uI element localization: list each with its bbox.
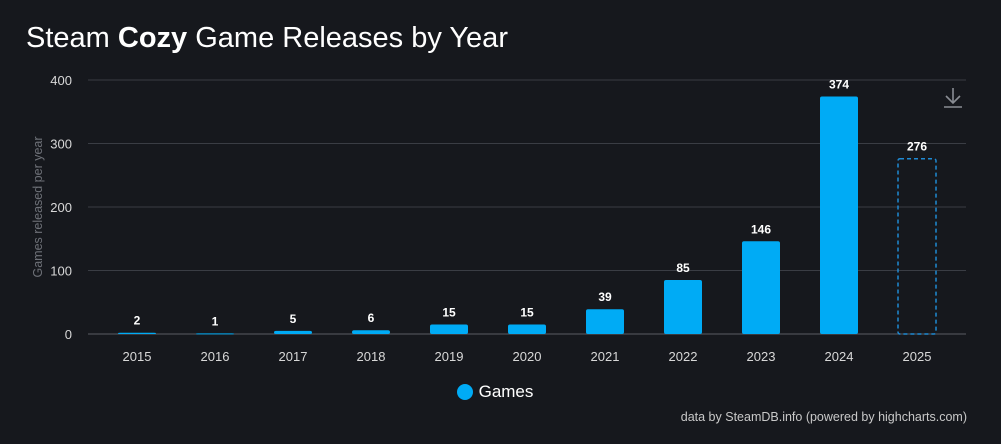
bar	[352, 330, 390, 334]
y-axis-title: Games released per year	[31, 136, 45, 277]
x-tick-label: 2018	[357, 349, 386, 364]
data-label: 276	[907, 140, 927, 154]
x-tick-label: 2022	[669, 349, 698, 364]
x-tick-label: 2015	[123, 349, 152, 364]
data-label: 15	[442, 305, 456, 319]
x-tick-label: 2023	[747, 349, 776, 364]
data-label: 2	[134, 314, 141, 328]
x-tick-label: 2024	[825, 349, 854, 364]
legend-circle-marker-icon	[456, 384, 473, 400]
data-label: 6	[368, 311, 375, 325]
x-tick-label: 2021	[591, 349, 620, 364]
data-label: 5	[290, 312, 297, 326]
legend[interactable]: Games	[0, 382, 990, 402]
y-tick-label: 200	[50, 200, 72, 215]
x-tick-label: 2016	[201, 349, 230, 364]
x-tick-label: 2019	[435, 349, 464, 364]
y-tick-label: 0	[65, 327, 72, 342]
bar	[274, 330, 312, 334]
credits[interactable]: data by SteamDB.info (powered by highcha…	[680, 410, 967, 424]
bar	[118, 332, 156, 334]
x-tick-label: 2025	[903, 349, 932, 364]
legend-label: Games	[478, 382, 534, 401]
data-label: 15	[520, 305, 534, 319]
bar	[820, 96, 858, 334]
bar	[742, 241, 780, 334]
bar	[664, 280, 702, 334]
y-tick-label: 300	[50, 137, 72, 152]
data-label: 39	[598, 290, 612, 304]
y-tick-label: 400	[50, 73, 72, 88]
title-bold: Cozy	[117, 22, 188, 54]
title-prefix: Steam	[26, 22, 118, 54]
bar	[196, 333, 234, 335]
x-tick-label: 2017	[279, 349, 308, 364]
bar	[586, 309, 624, 334]
title-suffix: Game Releases by Year	[187, 22, 508, 54]
data-label: 146	[751, 222, 771, 236]
bar	[430, 324, 468, 334]
y-tick-label: 100	[50, 264, 72, 279]
data-label: 374	[829, 78, 849, 92]
bar	[508, 324, 546, 334]
data-label: 85	[676, 261, 690, 275]
chart-title: Steam Cozy Game Releases by Year	[26, 22, 508, 55]
data-label: 1	[212, 314, 219, 328]
download-icon[interactable]	[942, 86, 964, 110]
bar-projected	[897, 157, 937, 335]
x-tick-label: 2020	[513, 349, 542, 364]
